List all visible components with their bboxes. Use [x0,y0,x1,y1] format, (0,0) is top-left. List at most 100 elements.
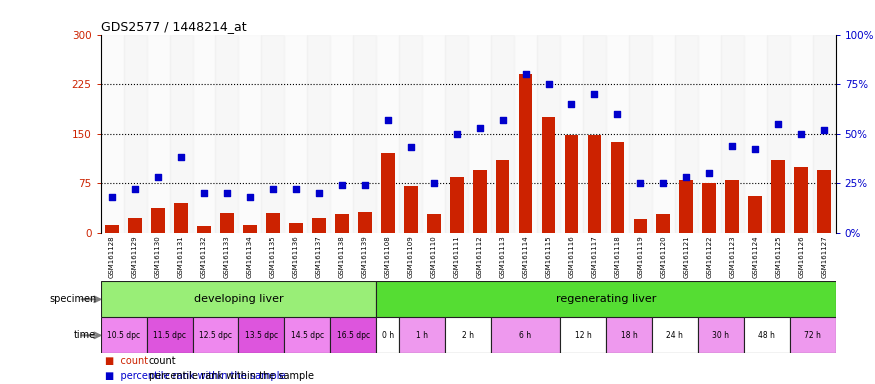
Bar [629,35,652,233]
Bar [238,317,284,353]
Point [611,111,625,117]
Text: GSM161128: GSM161128 [109,235,116,278]
Text: GSM161134: GSM161134 [247,235,253,278]
Text: 12.5 dpc: 12.5 dpc [199,331,232,340]
Text: 14.5 dpc: 14.5 dpc [290,331,324,340]
Bar [468,35,491,233]
Bar [698,35,721,233]
Text: GSM161135: GSM161135 [270,235,276,278]
Text: 24 h: 24 h [667,331,683,340]
Bar [817,170,831,233]
Point [817,127,831,133]
Bar [606,35,629,233]
Bar [266,213,280,233]
Point [358,182,372,188]
Point [473,125,487,131]
Point [381,117,395,123]
Bar [652,35,675,233]
Bar [491,35,514,233]
Text: ■  count: ■ count [105,356,148,366]
Text: developing liver: developing liver [193,295,284,305]
Bar [794,167,808,233]
Text: count: count [149,356,177,366]
Point [634,180,648,186]
Bar [376,35,399,233]
Bar [331,317,376,353]
Point [703,170,717,176]
Bar [445,317,491,353]
Point [519,71,533,77]
Bar [744,317,790,353]
Bar [284,317,331,353]
Bar [634,220,648,233]
Bar [170,35,192,233]
Text: GSM161116: GSM161116 [569,235,575,278]
Text: GSM161138: GSM161138 [339,235,345,278]
Bar [238,35,262,233]
Bar [588,135,601,233]
Bar [560,35,583,233]
Bar [703,183,717,233]
Bar [772,160,785,233]
Text: GSM161108: GSM161108 [385,235,391,278]
Text: GSM161113: GSM161113 [500,235,506,278]
Bar [680,180,693,233]
Text: GSM161111: GSM161111 [453,235,459,278]
Point [105,194,119,200]
Point [197,190,211,196]
Text: 18 h: 18 h [620,331,637,340]
Point [495,117,509,123]
Point [587,91,601,97]
Point [656,180,670,186]
Bar [262,35,284,233]
Bar [101,281,376,317]
Text: GSM161115: GSM161115 [545,235,551,278]
Bar [564,135,578,233]
Bar [606,317,652,353]
Bar [519,74,532,233]
Point [128,186,142,192]
Bar [284,35,307,233]
Bar [427,214,441,233]
Bar [399,35,423,233]
Bar [698,317,744,353]
Text: 16.5 dpc: 16.5 dpc [337,331,370,340]
Text: GSM161112: GSM161112 [477,235,483,278]
Text: 30 h: 30 h [712,331,729,340]
Bar [675,35,698,233]
Bar [583,35,605,233]
Text: GSM161132: GSM161132 [201,235,207,278]
Bar [151,208,164,233]
Bar [725,180,739,233]
Point [220,190,234,196]
Text: GSM161136: GSM161136 [293,235,299,278]
Point [450,131,464,137]
Bar [790,35,813,233]
Bar [101,35,123,233]
Text: 2 h: 2 h [462,331,474,340]
Point [725,142,739,149]
Bar [611,142,625,233]
Bar [748,196,762,233]
Bar [197,226,211,233]
Bar [560,317,606,353]
Bar [656,214,670,233]
Text: percentile rank within the sample: percentile rank within the sample [149,371,314,381]
Text: 10.5 dpc: 10.5 dpc [107,331,140,340]
Point [151,174,165,180]
Bar [404,187,417,233]
Point [312,190,326,196]
Text: GSM161125: GSM161125 [775,235,781,278]
Point [243,194,257,200]
Text: 72 h: 72 h [804,331,821,340]
Bar [445,35,468,233]
Bar [105,225,119,233]
Bar [721,35,744,233]
Point [679,174,693,180]
Text: GSM161117: GSM161117 [592,235,598,278]
Text: GSM161124: GSM161124 [752,235,759,278]
Bar [101,317,147,353]
Bar [813,35,836,233]
Bar [192,35,215,233]
Text: GSM161123: GSM161123 [729,235,735,278]
